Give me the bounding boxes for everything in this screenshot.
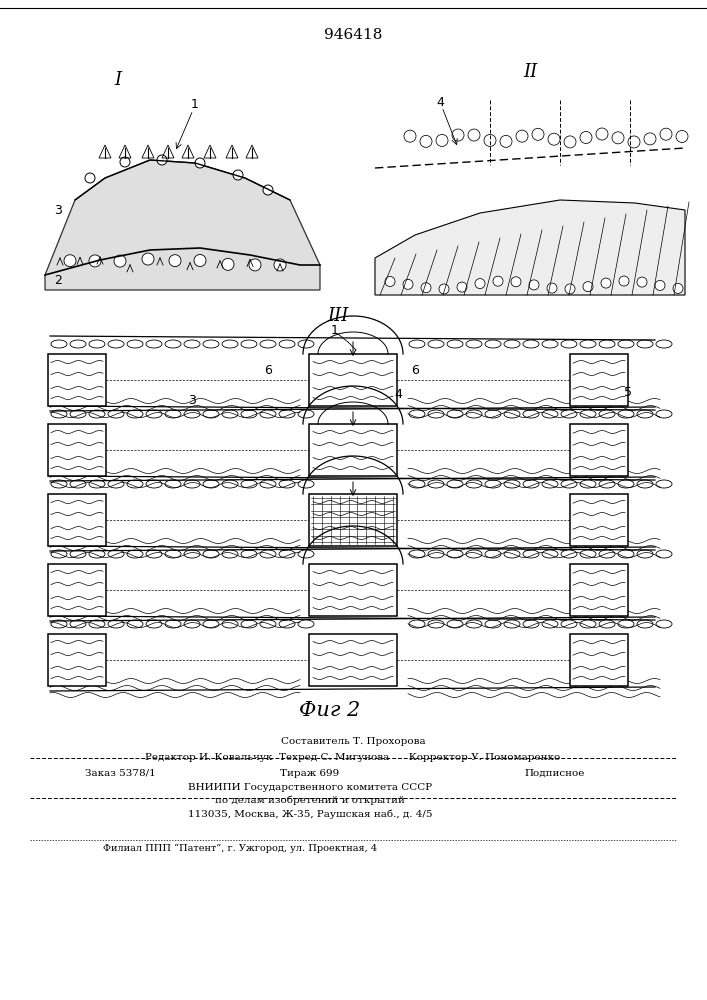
Circle shape bbox=[195, 158, 205, 168]
Text: Подписное: Подписное bbox=[525, 768, 585, 778]
Circle shape bbox=[249, 259, 261, 271]
Circle shape bbox=[612, 132, 624, 144]
Text: 6: 6 bbox=[264, 363, 272, 376]
Circle shape bbox=[655, 280, 665, 290]
Circle shape bbox=[274, 259, 286, 271]
Bar bbox=[570, 424, 628, 476]
Bar bbox=[48, 564, 106, 616]
Bar bbox=[570, 564, 628, 616]
Polygon shape bbox=[375, 200, 685, 295]
Circle shape bbox=[403, 279, 413, 289]
Text: 946418: 946418 bbox=[324, 28, 382, 42]
Circle shape bbox=[516, 130, 528, 142]
Circle shape bbox=[565, 284, 575, 294]
Text: Тираж 699: Тираж 699 bbox=[281, 768, 339, 778]
Circle shape bbox=[564, 136, 576, 148]
Text: 1: 1 bbox=[191, 99, 199, 111]
Text: 4: 4 bbox=[436, 96, 444, 108]
Circle shape bbox=[596, 128, 608, 140]
Circle shape bbox=[676, 130, 688, 142]
Text: 1: 1 bbox=[331, 324, 339, 336]
Text: Редактор И. Ковальчук  Техред С. Мигунова      Корректор У. Пономаренко: Редактор И. Ковальчук Техред С. Мигунова… bbox=[146, 752, 561, 762]
Text: 6: 6 bbox=[411, 363, 419, 376]
Bar bbox=[309, 354, 397, 406]
Circle shape bbox=[385, 276, 395, 286]
Circle shape bbox=[436, 134, 448, 146]
Circle shape bbox=[484, 134, 496, 146]
Circle shape bbox=[169, 255, 181, 267]
Circle shape bbox=[439, 284, 449, 294]
Text: I: I bbox=[115, 71, 122, 89]
Circle shape bbox=[468, 129, 480, 141]
Text: по делам изобретений и открытий: по делам изобретений и открытий bbox=[215, 795, 405, 805]
Circle shape bbox=[452, 129, 464, 141]
Circle shape bbox=[263, 185, 273, 195]
Text: III: III bbox=[327, 307, 349, 325]
Text: 3: 3 bbox=[188, 393, 196, 406]
Circle shape bbox=[532, 128, 544, 140]
Text: Фиг 2: Фиг 2 bbox=[299, 700, 361, 720]
Circle shape bbox=[85, 173, 95, 183]
Bar bbox=[309, 494, 397, 546]
Text: 3: 3 bbox=[54, 204, 62, 217]
Bar bbox=[309, 424, 397, 476]
Circle shape bbox=[222, 258, 234, 270]
Circle shape bbox=[64, 255, 76, 267]
Text: ВНИИПИ Государственного комитета СССР: ВНИИПИ Государственного комитета СССР bbox=[188, 782, 432, 792]
Circle shape bbox=[493, 276, 503, 286]
Bar bbox=[309, 564, 397, 616]
Circle shape bbox=[547, 283, 557, 293]
Bar bbox=[570, 494, 628, 546]
Text: 5: 5 bbox=[624, 385, 632, 398]
Circle shape bbox=[511, 277, 521, 287]
Circle shape bbox=[89, 255, 101, 267]
Circle shape bbox=[500, 135, 512, 147]
Bar bbox=[48, 494, 106, 546]
Bar bbox=[48, 634, 106, 686]
Circle shape bbox=[583, 282, 593, 292]
Circle shape bbox=[120, 157, 130, 167]
Circle shape bbox=[529, 280, 539, 290]
Circle shape bbox=[404, 130, 416, 142]
Circle shape bbox=[601, 278, 611, 288]
Text: 4: 4 bbox=[394, 388, 402, 401]
Circle shape bbox=[233, 170, 243, 180]
Circle shape bbox=[114, 255, 126, 267]
Circle shape bbox=[457, 282, 467, 292]
Circle shape bbox=[619, 276, 629, 286]
Circle shape bbox=[660, 128, 672, 140]
Circle shape bbox=[157, 155, 167, 165]
Bar bbox=[570, 634, 628, 686]
Bar bbox=[309, 634, 397, 686]
Text: Филиал ППП “Патент”, г. Ужгород, ул. Проектная, 4: Филиал ППП “Патент”, г. Ужгород, ул. Про… bbox=[103, 843, 377, 853]
Circle shape bbox=[580, 131, 592, 143]
Text: 2: 2 bbox=[54, 273, 62, 286]
Circle shape bbox=[548, 133, 560, 145]
Bar bbox=[48, 424, 106, 476]
Polygon shape bbox=[45, 160, 320, 290]
Circle shape bbox=[637, 277, 647, 287]
Circle shape bbox=[628, 136, 640, 148]
Text: Заказ 5378/1: Заказ 5378/1 bbox=[85, 768, 156, 778]
Bar bbox=[48, 354, 106, 406]
Circle shape bbox=[673, 283, 683, 293]
Circle shape bbox=[421, 283, 431, 293]
Circle shape bbox=[194, 254, 206, 266]
Text: II: II bbox=[523, 63, 537, 81]
Circle shape bbox=[475, 279, 485, 289]
Text: 113035, Москва, Ж-35, Раушская наб., д. 4/5: 113035, Москва, Ж-35, Раушская наб., д. … bbox=[188, 809, 432, 819]
Text: Составитель Т. Прохорова: Составитель Т. Прохорова bbox=[281, 738, 426, 746]
Bar bbox=[570, 354, 628, 406]
Circle shape bbox=[420, 135, 432, 147]
Circle shape bbox=[142, 253, 154, 265]
Circle shape bbox=[644, 133, 656, 145]
